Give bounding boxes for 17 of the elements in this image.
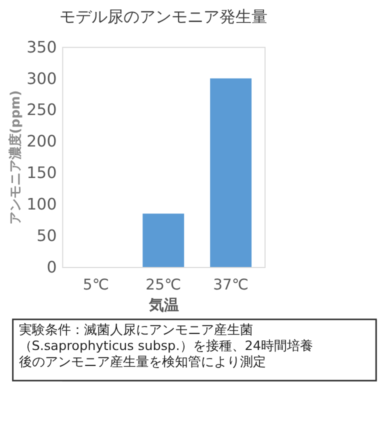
text: 実験条件：滅菌人尿にアンモニア産生菌 bbox=[18, 322, 253, 338]
y-tick-label: 50 bbox=[36, 226, 57, 246]
y-tick-label: 0 bbox=[46, 257, 57, 276]
y-tick-label: 100 bbox=[26, 194, 57, 214]
y-tick-label: 250 bbox=[26, 100, 57, 120]
chart-title: モデル尿のアンモニア発生量 bbox=[59, 7, 268, 26]
y-tick-label: 150 bbox=[26, 163, 57, 182]
y-tick-label: 350 bbox=[26, 37, 57, 56]
text: 後のアンモニア産生量を検知管により測定 bbox=[18, 354, 266, 370]
x-tick-label: 5℃ bbox=[82, 276, 109, 294]
x-axis-title: 気温 bbox=[148, 296, 179, 314]
x-tick-label: 25℃ bbox=[146, 276, 182, 294]
x-tick-label: 37℃ bbox=[213, 276, 249, 294]
y-axis-title: アンモニア濃度(ppm) bbox=[8, 90, 24, 225]
text: （S.saprophyticus subsp.）を接種、24時間培養 bbox=[18, 338, 314, 354]
y-tick-label: 200 bbox=[26, 132, 57, 151]
y-tick-label: 300 bbox=[26, 68, 57, 88]
